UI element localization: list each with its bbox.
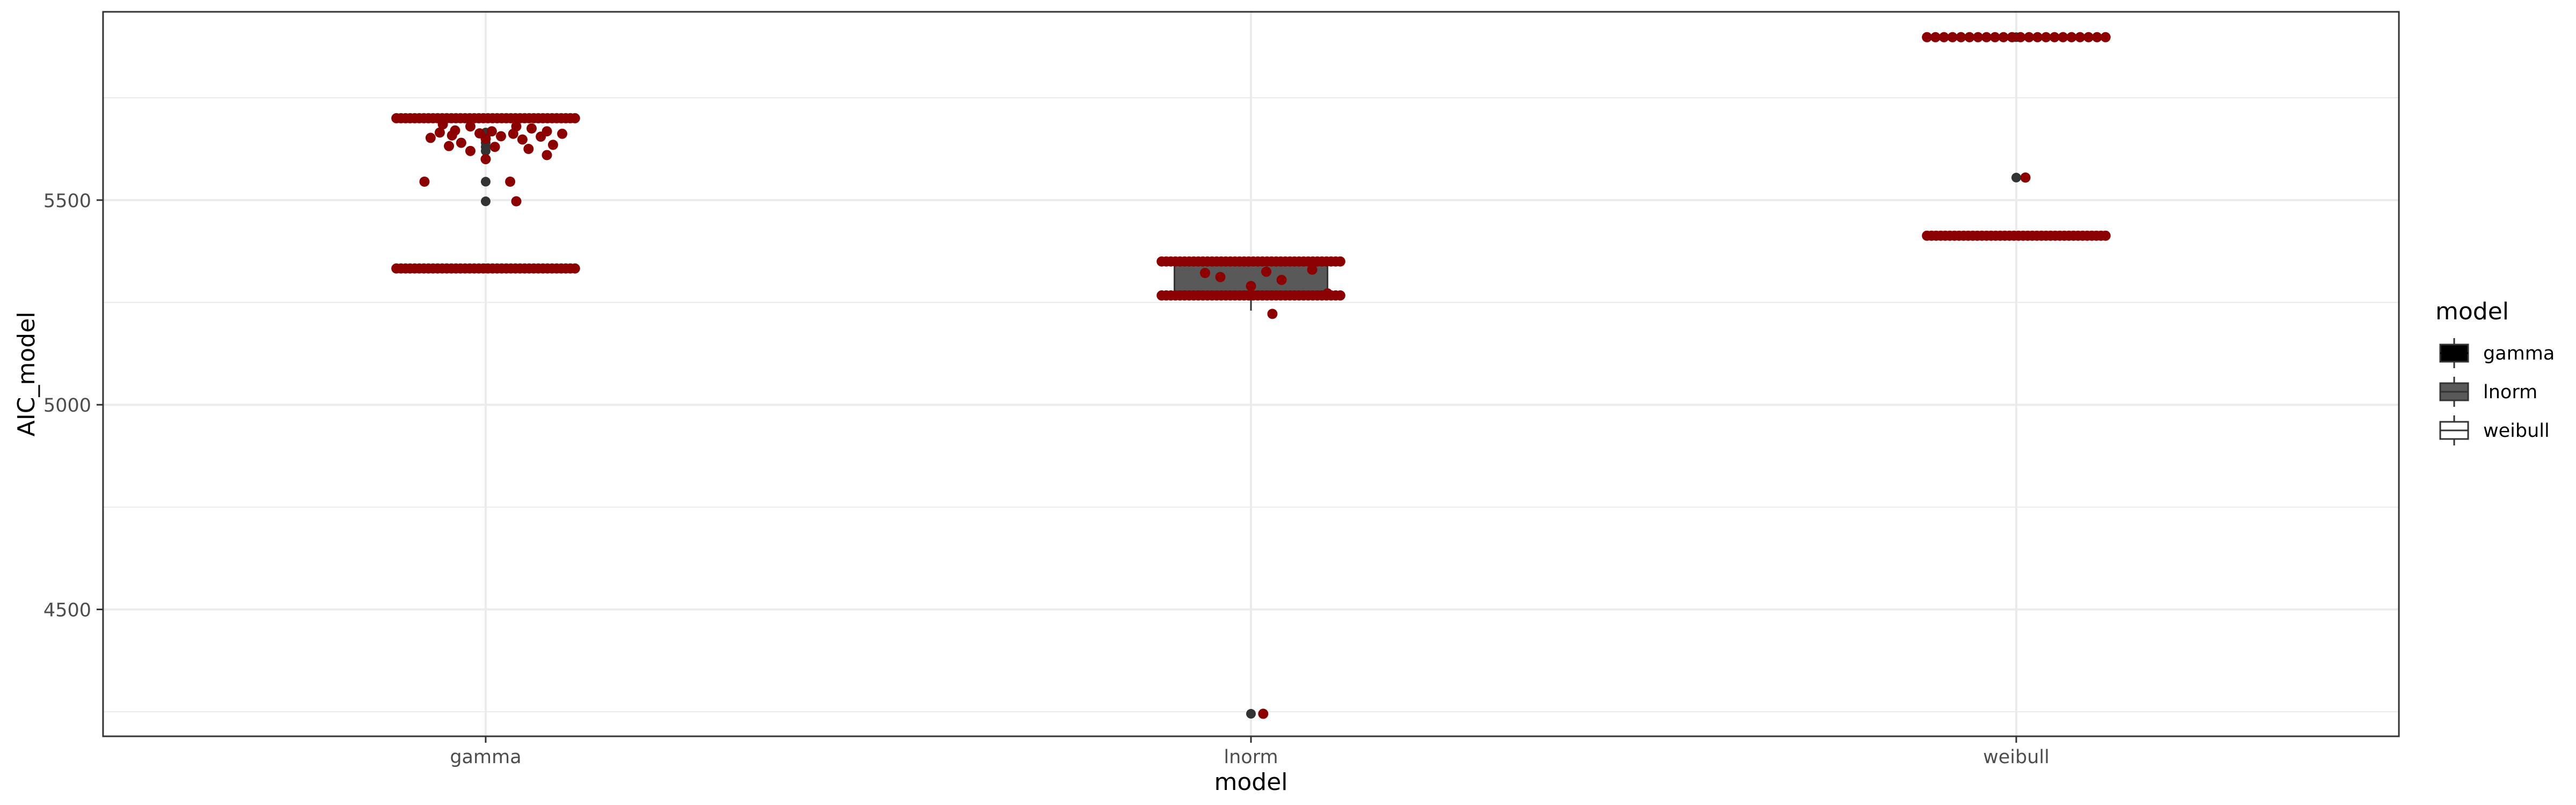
data-point-gamma (523, 144, 534, 155)
data-point-weibull (1981, 32, 1992, 42)
data-point-gamma (465, 145, 475, 156)
point-layer (391, 32, 2111, 719)
data-point-weibull (2083, 32, 2094, 42)
data-point-gamma (465, 121, 475, 132)
data-point-gamma (541, 150, 552, 160)
data-point-gamma (511, 196, 522, 207)
data-point-gamma (496, 131, 507, 142)
data-point-weibull (2007, 32, 2017, 42)
data-point-weibull (2058, 32, 2068, 42)
data-point-weibull (1964, 32, 1975, 42)
x-axis-title: model (1214, 769, 1287, 796)
data-point-weibull (2092, 32, 2103, 42)
data-point-weibull (2020, 172, 2031, 183)
data-point-lnorm (1215, 272, 1226, 282)
data-point-weibull (2049, 32, 2060, 42)
data-point-weibull (1998, 32, 2009, 42)
data-point-weibull (1922, 32, 1933, 42)
box-outlier-point (481, 177, 491, 187)
data-point-lnorm (1335, 256, 1345, 267)
data-point-weibull (2100, 32, 2111, 42)
data-point-lnorm (1267, 309, 1278, 319)
data-point-lnorm (1246, 281, 1256, 291)
data-point-gamma (434, 127, 445, 138)
data-point-gamma (569, 113, 580, 123)
data-point-gamma (569, 263, 580, 274)
data-point-gamma (425, 133, 436, 143)
y-tick-label: 5500 (43, 191, 91, 212)
legend-title: model (2435, 298, 2509, 325)
data-point-gamma (517, 134, 528, 145)
data-point-gamma (480, 154, 491, 165)
data-point-lnorm (1258, 708, 1269, 719)
axis-layer: 4500 5000 5500 gamma lnorm weibull (43, 191, 2050, 768)
data-point-lnorm (1307, 265, 1318, 275)
data-point-weibull (2100, 230, 2111, 241)
x-tick-label: weibull (1983, 747, 2050, 768)
data-point-weibull (2015, 32, 2026, 42)
data-point-lnorm (1199, 268, 1210, 279)
data-point-weibull (1947, 32, 1958, 42)
data-point-weibull (2024, 32, 2035, 42)
data-point-gamma (419, 177, 430, 187)
x-tick-label: gamma (450, 747, 521, 768)
data-point-gamma (444, 141, 455, 151)
data-point-weibull (1973, 32, 1984, 42)
x-tick-label: lnorm (1224, 747, 1278, 768)
legend-label: weibull (2483, 420, 2550, 442)
legend: model gamma lnorm weibull (2435, 298, 2555, 445)
data-point-weibull (1956, 32, 1966, 42)
data-point-gamma (557, 128, 568, 139)
y-tick-label: 5000 (43, 395, 91, 416)
data-point-gamma (508, 128, 518, 139)
data-point-gamma (489, 142, 500, 152)
data-point-weibull (1938, 32, 1949, 42)
data-point-gamma (536, 131, 546, 142)
data-point-weibull (2040, 32, 2051, 42)
data-point-gamma (547, 140, 558, 150)
box-outlier-point (481, 196, 491, 207)
data-point-gamma (505, 177, 516, 187)
data-point-gamma (456, 137, 466, 148)
data-point-weibull (2075, 32, 2085, 42)
data-point-weibull (2066, 32, 2077, 42)
legend-label: lnorm (2483, 382, 2537, 403)
y-tick-label: 4500 (43, 600, 91, 621)
legend-label: gamma (2483, 343, 2555, 364)
data-point-weibull (1930, 32, 1941, 42)
data-point-gamma (526, 123, 537, 134)
data-point-gamma (437, 119, 448, 130)
data-point-gamma (447, 130, 457, 141)
data-point-gamma (486, 126, 497, 137)
data-point-weibull (1989, 32, 2000, 42)
box-outlier-point (481, 146, 491, 156)
data-point-lnorm (1335, 290, 1345, 301)
box-outlier-point (2011, 172, 2021, 182)
data-point-lnorm (1276, 275, 1287, 286)
data-point-lnorm (1261, 266, 1272, 277)
data-point-weibull (2032, 32, 2043, 42)
y-axis-title: AIC_model (13, 312, 40, 437)
box-outlier-point (1246, 709, 1256, 719)
data-point-gamma (480, 133, 491, 144)
